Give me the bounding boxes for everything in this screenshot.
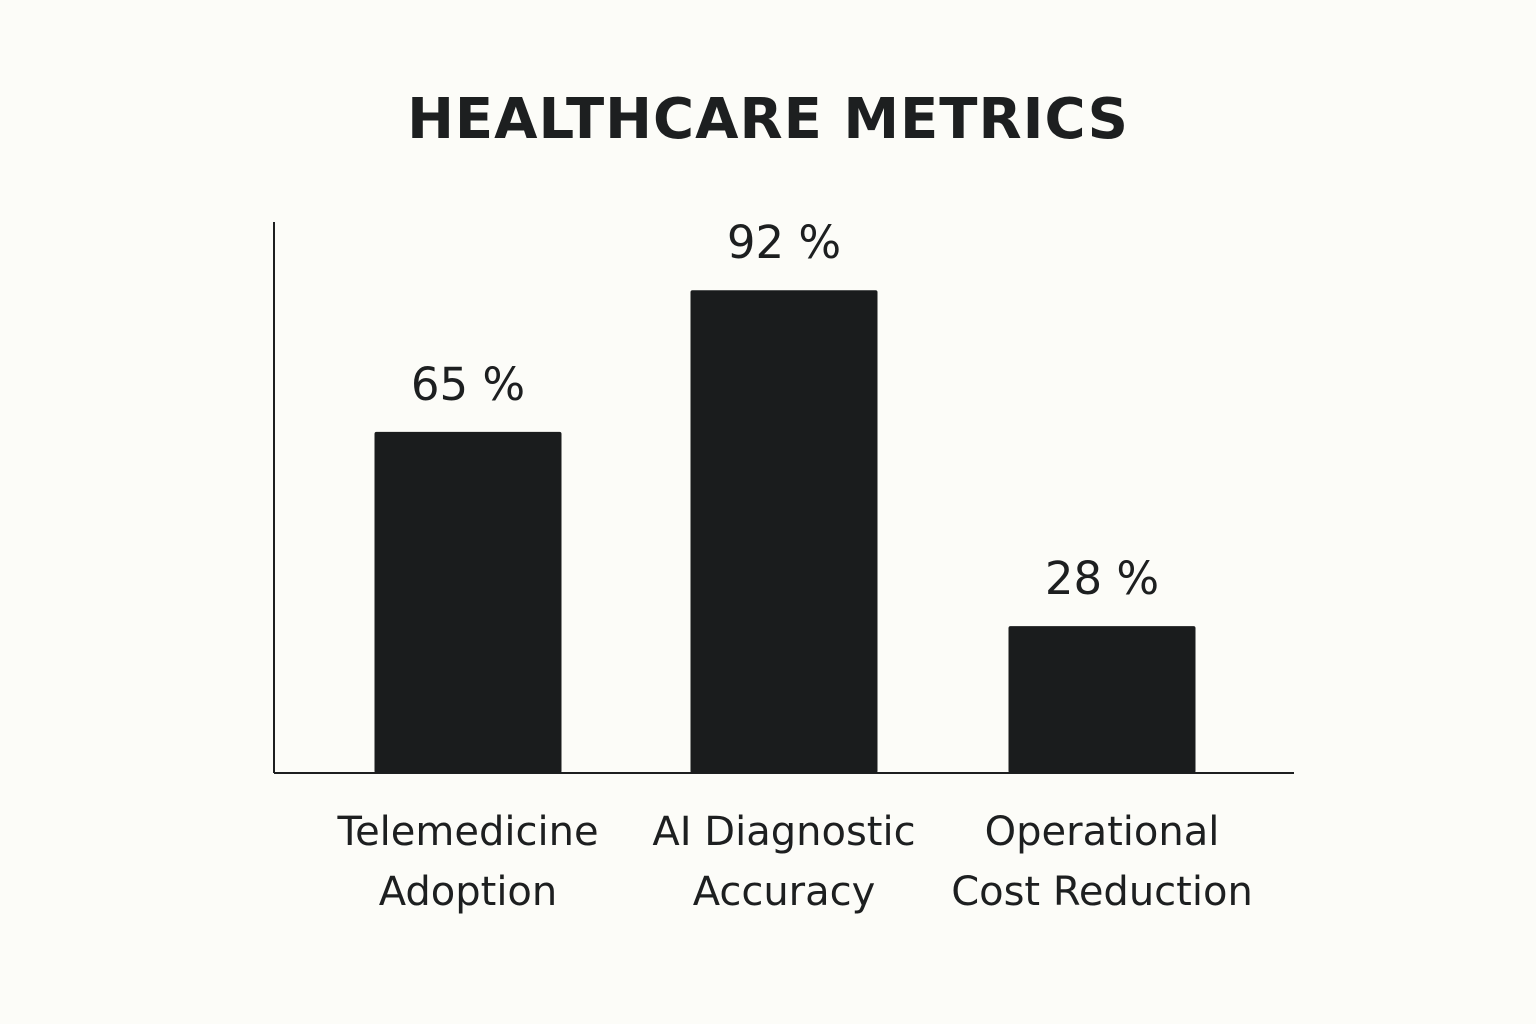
- bars-layer: [374, 290, 1196, 773]
- category-labels-layer: Telemedicine Adoption AI Diagnostic Accurac…: [336, 809, 1252, 915]
- bar-3: [1008, 626, 1196, 773]
- bar-2: [690, 290, 878, 773]
- bar-1: [374, 431, 562, 773]
- x-tick-label: AI Diagnostic: [652, 809, 915, 855]
- x-tick-label: Cost Reduction: [951, 869, 1253, 915]
- x-tick-label: Accuracy: [693, 869, 876, 915]
- x-tick-label: Operational: [985, 809, 1220, 855]
- chart-title: HEALTHCARE METRICS: [407, 87, 1129, 152]
- value-labels-layer: 65 % 92 % 28 %: [411, 216, 1159, 605]
- bar-value-label: 65 %: [411, 358, 525, 411]
- x-tick-label: Adoption: [379, 869, 558, 915]
- bar-value-label: 92 %: [727, 216, 841, 269]
- x-tick-label: Telemedicine: [336, 809, 598, 855]
- bar-value-label: 28 %: [1045, 552, 1159, 605]
